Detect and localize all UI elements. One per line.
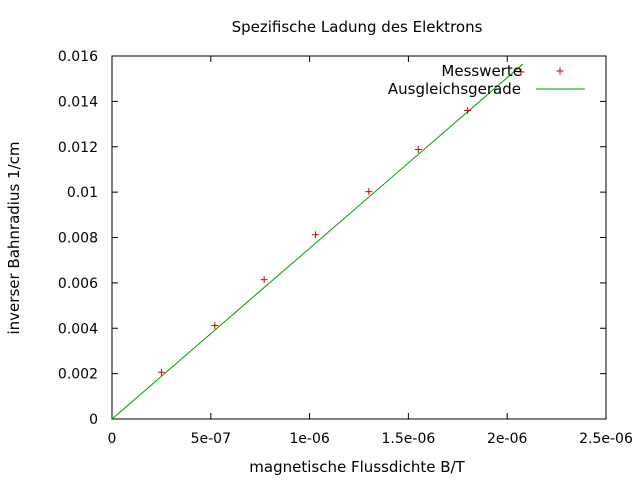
data-point: [312, 231, 320, 239]
data-point: [365, 188, 373, 196]
x-tick-label: 5e-07: [191, 431, 231, 447]
chart-title: Spezifische Ladung des Elektrons: [232, 18, 483, 36]
y-tick-label: 0.016: [58, 49, 98, 65]
legend-label-ausgleichsgerade: Ausgleichsgerade: [388, 80, 521, 98]
x-tick-label: 1.5e-06: [382, 431, 436, 447]
data-point: [517, 68, 525, 76]
x-tick-label: 1e-06: [289, 431, 329, 447]
y-tick-label: 0.004: [58, 321, 98, 337]
data-point: [414, 145, 422, 153]
y-axis-label: inverser Bahnradius 1/cm: [5, 141, 23, 334]
legend: Messwerte Ausgleichsgerade: [388, 62, 585, 98]
series-layer: [111, 63, 525, 420]
x-tick-label: 0: [108, 431, 117, 447]
y-tick-label: 0.012: [58, 140, 98, 156]
x-axis-ticks: 0 5e-07 1e-06 1.5e-06 2e-06 2.5e-06: [108, 56, 633, 447]
y-tick-label: 0: [89, 412, 98, 428]
fit-line: [111, 63, 524, 420]
legend-point-marker: [556, 67, 564, 75]
legend-label-messwerte: Messwerte: [441, 62, 522, 80]
y-tick-label: 0.014: [58, 94, 98, 110]
x-tick-label: 2.5e-06: [579, 431, 633, 447]
y-tick-label: 0.01: [67, 185, 98, 201]
data-point: [157, 368, 165, 376]
y-tick-label: 0.006: [58, 276, 98, 292]
data-point: [211, 322, 219, 330]
y-tick-label: 0.002: [58, 367, 98, 383]
y-tick-label: 0.008: [58, 231, 98, 247]
data-point: [464, 106, 472, 114]
data-point: [260, 276, 268, 284]
x-axis-label: magnetische Flussdichte B/T: [249, 458, 465, 476]
legend-marker-messwerte: [556, 67, 564, 75]
plot-frame: [111, 55, 607, 420]
y-axis-ticks: 0 0.002 0.004 0.006 0.008 0.01 0.012 0.014 0.016: [58, 49, 606, 428]
x-tick-label: 2e-06: [487, 431, 527, 447]
